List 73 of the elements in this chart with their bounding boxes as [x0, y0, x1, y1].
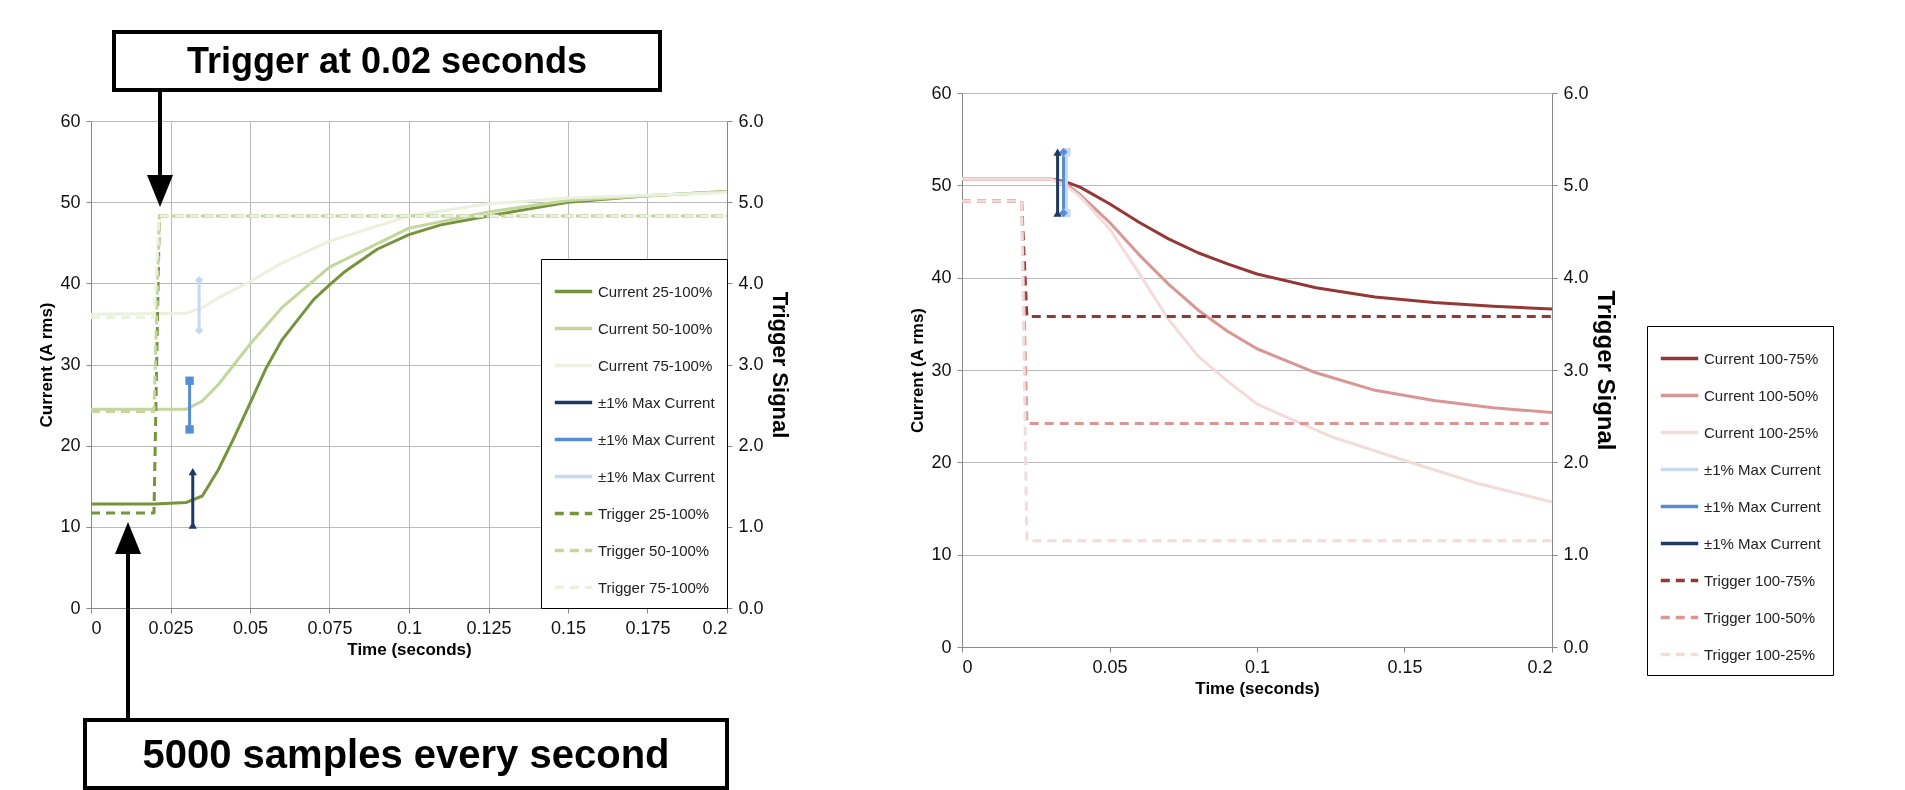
legend-label: ±1% Max Current	[1704, 497, 1822, 515]
point	[185, 425, 194, 434]
y2-tick-label: 2.0	[738, 435, 764, 456]
y2-tick-label: 2.0	[1563, 451, 1589, 472]
y2-tick-label: 6.0	[1563, 82, 1589, 103]
y-tick-label: 50	[60, 191, 81, 212]
y2-tick-label: 4.0	[1563, 267, 1589, 288]
y2-tick-label: 6.0	[738, 110, 764, 131]
legend-label: Trigger 100-75%	[1704, 571, 1816, 589]
line-series	[89, 190, 729, 316]
y2-tick-label: 3.0	[1563, 359, 1589, 380]
y-tick-label: 20	[931, 451, 952, 472]
legend-label: Current 100-75%	[1704, 349, 1819, 367]
x-axis-title: Time (seconds)	[347, 639, 472, 659]
y-tick-label: 10	[931, 544, 952, 565]
y-tick-label: 30	[60, 354, 81, 374]
y-tick-label: 30	[931, 359, 952, 380]
text: 5000 samples every second	[83, 718, 729, 790]
x-tick-label: 0.025	[148, 617, 194, 638]
x-tick-label: 0.1	[396, 617, 423, 638]
y-tick-label: 40	[931, 267, 952, 288]
point	[185, 376, 194, 385]
x-tick-label: 0.05	[1092, 656, 1128, 677]
y2-tick-label: 0.0	[738, 597, 764, 618]
y-tick-label: 40	[60, 272, 81, 293]
legend-label: Current 75-100%	[598, 356, 713, 374]
x-tick-label: 0.05	[232, 617, 269, 638]
legend-label: Trigger 100-25%	[1704, 645, 1816, 663]
legend-label: Current 100-25%	[1704, 423, 1819, 441]
y-tick-label: 10	[60, 516, 81, 537]
y2-tick-label: 3.0	[738, 354, 764, 374]
legend-label: ±1% Max Current	[1704, 534, 1822, 552]
legend-label: ±1% Max Current	[598, 467, 716, 485]
x-tick-label: 0	[962, 656, 973, 677]
y2-axis-title: Trigger Signal	[767, 291, 793, 439]
point	[194, 326, 204, 335]
x-tick-label: 0.15	[1387, 656, 1423, 677]
y-axis-title: Current (A rms)	[37, 302, 57, 428]
x-tick-label: 0.125	[466, 617, 512, 638]
x-tick-label: 0.075	[307, 617, 353, 638]
legend-label: Trigger 50-100%	[598, 541, 710, 559]
legend-label: Current 25-100%	[598, 282, 713, 300]
x-tick-label: 0.1	[1244, 656, 1271, 677]
y-axis-title: Current (A rms)	[908, 308, 928, 433]
line-series	[960, 177, 1554, 504]
legend-label: ±1% Max Current	[1704, 460, 1822, 478]
y2-tick-label: 1.0	[1563, 544, 1589, 565]
y-tick-label: 20	[60, 435, 81, 456]
x-tick-label: 0.2	[1527, 656, 1553, 677]
x-tick-label: 0.2	[702, 617, 728, 638]
y2-tick-label: 0.0	[1563, 636, 1589, 657]
legend-label: Current 100-50%	[1704, 386, 1819, 404]
y2-tick-label: 5.0	[738, 191, 764, 212]
legend-label: Trigger 100-50%	[1704, 608, 1816, 626]
y2-tick-label: 5.0	[1563, 174, 1589, 195]
legend-label: Current 50-100%	[598, 319, 713, 337]
y2-axis-title: Trigger Signal	[1592, 290, 1620, 451]
legend-label: ±1% Max Current	[598, 393, 716, 411]
legend-label: Trigger 25-100%	[598, 504, 710, 522]
x-tick-label: 0.15	[550, 617, 587, 638]
y-tick-label: 60	[60, 110, 81, 131]
text: Trigger at 0.02 seconds	[112, 30, 662, 92]
y-tick-label: 0	[70, 597, 81, 618]
x-axis-title: Time (seconds)	[1195, 678, 1320, 698]
legend-label: ±1% Max Current	[598, 430, 716, 448]
y-tick-label: 60	[931, 82, 952, 103]
y-tick-label: 0	[941, 636, 952, 657]
legend-label: Trigger 75-100%	[598, 578, 710, 596]
x-tick-label: 0	[91, 617, 102, 638]
x-tick-label: 0.175	[625, 617, 671, 638]
y2-tick-label: 1.0	[738, 516, 764, 537]
y-tick-label: 50	[931, 174, 952, 195]
y2-tick-label: 4.0	[738, 272, 764, 293]
